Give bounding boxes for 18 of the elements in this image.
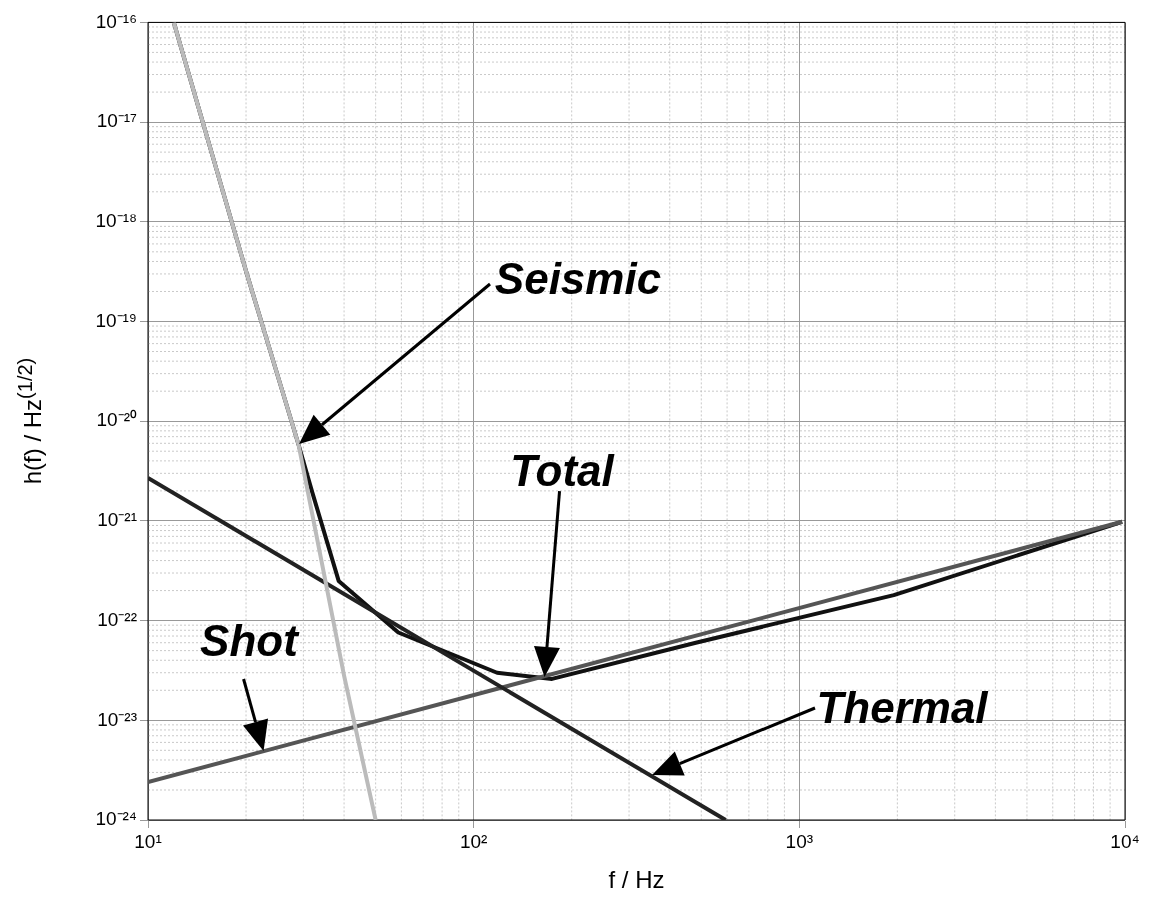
- y-tick-label: 10⁻¹⁹: [95, 309, 137, 331]
- x-tick-label: 10³: [785, 830, 814, 852]
- y-tick-label: 10⁻²²: [97, 608, 137, 630]
- x-tick-label: 10⁴: [1110, 830, 1140, 852]
- y-tick-label: 10⁻¹⁸: [95, 210, 137, 232]
- annotation: Thermal: [816, 683, 988, 732]
- x-tick-label: 10¹: [134, 830, 162, 852]
- annotation: Seismic: [494, 254, 662, 303]
- x-axis-title: f / Hz: [608, 866, 665, 894]
- annotation: Total: [510, 446, 614, 495]
- y-tick-label: 10⁻²⁰: [96, 409, 137, 431]
- y-tick-label: 10⁻²¹: [97, 509, 137, 531]
- x-tick-label: 10²: [459, 830, 488, 852]
- y-tick-label: 10⁻²⁴: [95, 808, 137, 830]
- y-tick-label: 10⁻²³: [97, 708, 137, 730]
- y-tick-label: 10⁻¹⁷: [96, 110, 138, 132]
- annotation: Shot: [200, 616, 298, 665]
- y-tick-label: 10⁻¹⁶: [95, 10, 137, 32]
